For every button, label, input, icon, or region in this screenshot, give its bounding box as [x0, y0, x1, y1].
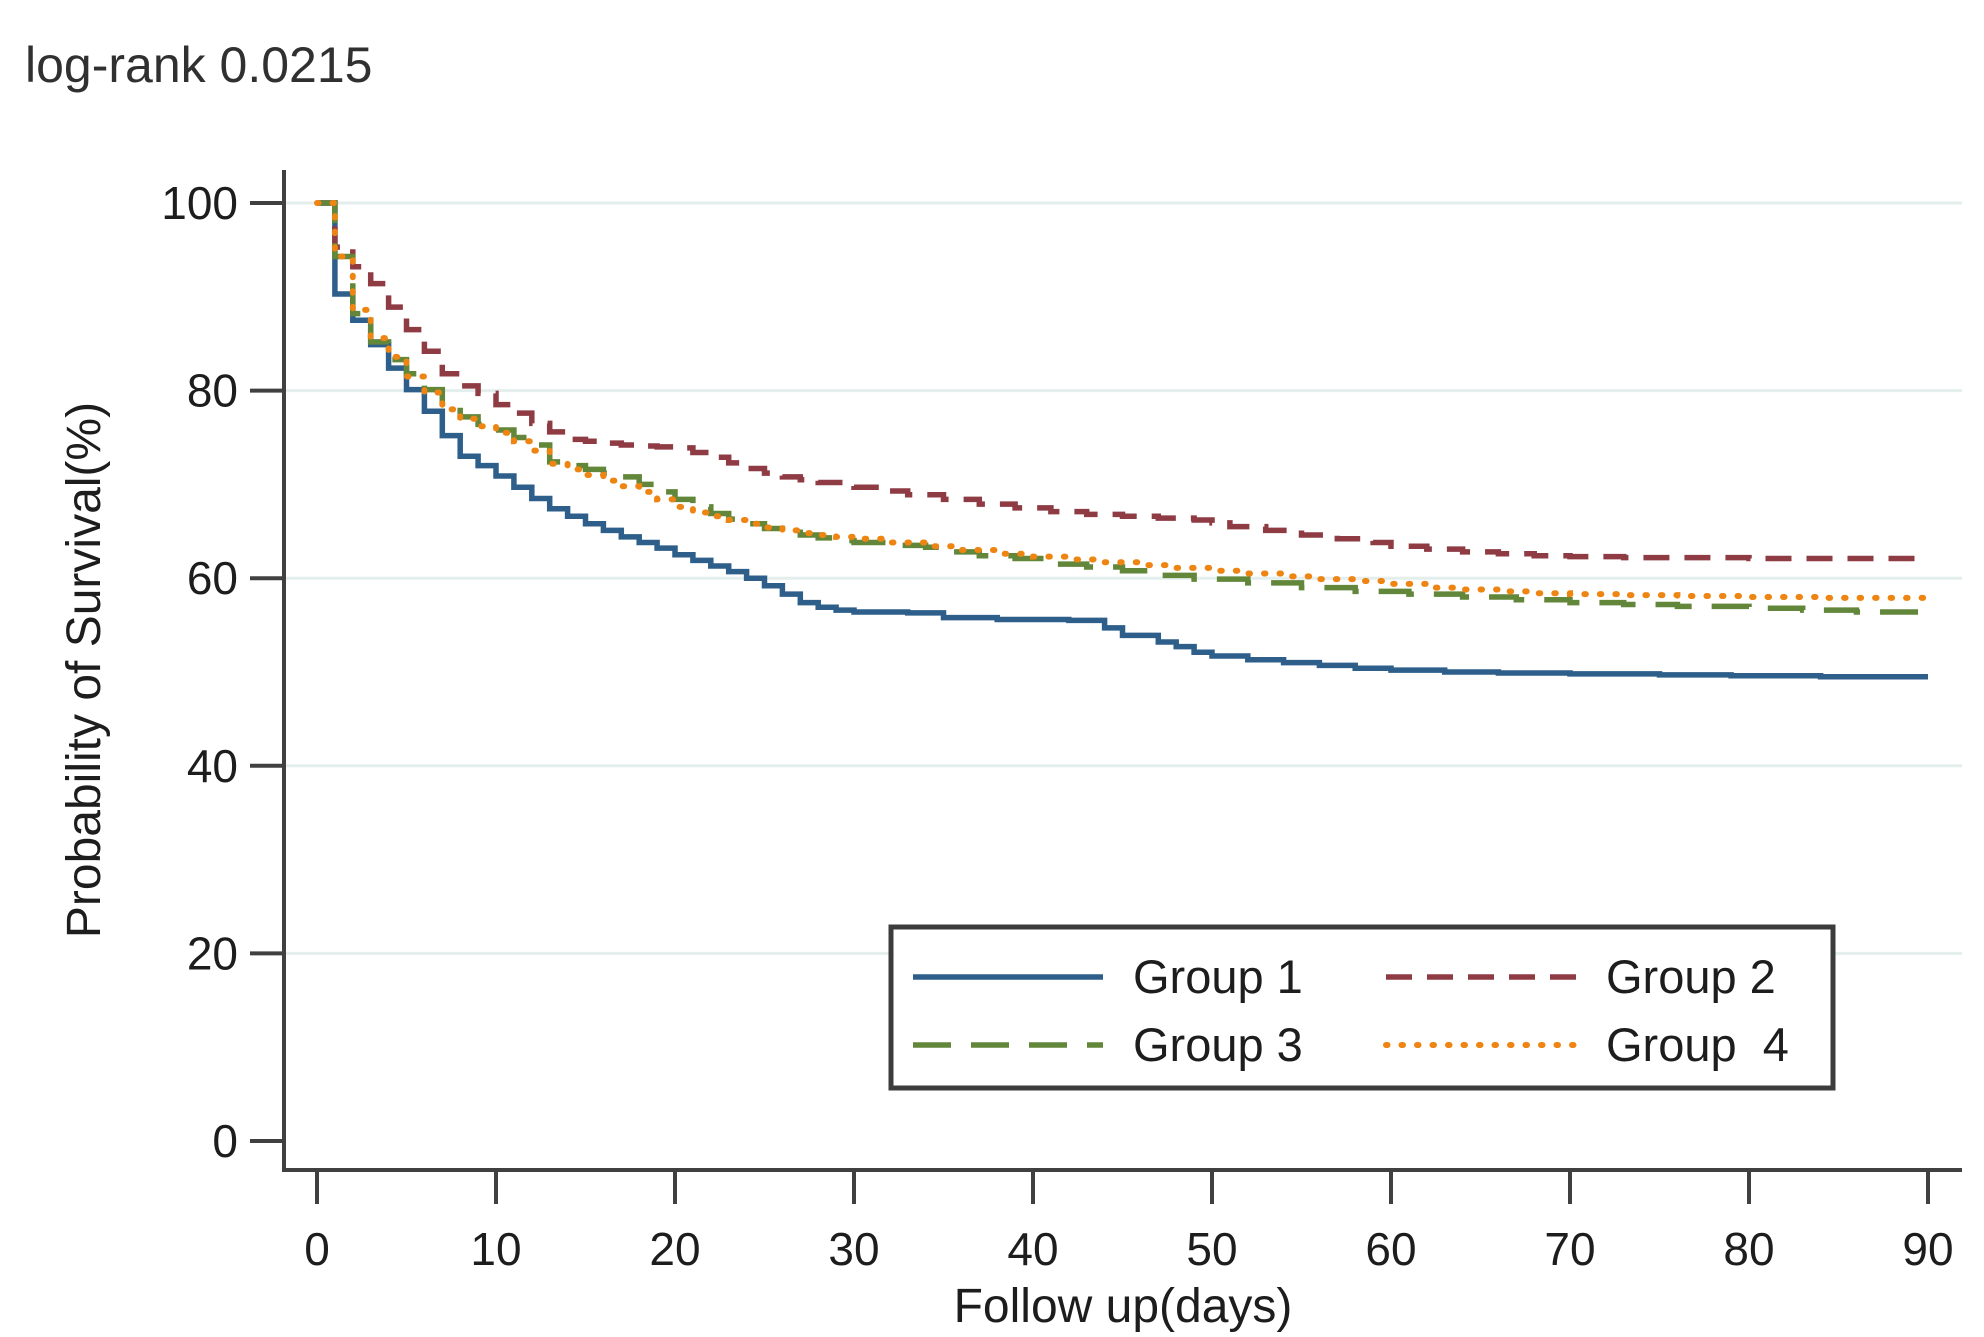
- legend-label-3: Group 3: [1133, 1018, 1303, 1071]
- curve-group-4: [314, 200, 1931, 602]
- x-tick-label-10: 10: [470, 1223, 521, 1275]
- legend: Group 1 Group 2 Group 3 Group 4: [888, 924, 1836, 1091]
- x-tick-label-60: 60: [1365, 1223, 1416, 1275]
- legend-label-4: Group 4: [1606, 1018, 1789, 1071]
- y-tick-label-0: 0: [212, 1115, 238, 1167]
- x-tick-label-50: 50: [1186, 1223, 1237, 1275]
- y-tick-group: 0 20 40 60 80 100: [161, 177, 284, 1167]
- y-axis-title: Probability of Survival(%): [58, 402, 111, 938]
- x-tick-label-30: 30: [828, 1223, 879, 1275]
- curve-group-1: [317, 200, 1928, 680]
- legend-box: [888, 924, 1836, 1091]
- x-tick-label-40: 40: [1007, 1223, 1058, 1275]
- legend-items: Group 1 Group 2 Group 3 Group 4: [913, 950, 1789, 1071]
- x-tick-label-80: 80: [1723, 1223, 1774, 1275]
- x-tick-label-0: 0: [304, 1223, 330, 1275]
- y-tick-label-100: 100: [161, 177, 238, 229]
- gridlines: [284, 201, 1962, 955]
- legend-label-2: Group 2: [1606, 950, 1776, 1003]
- curve-group-3: [317, 200, 1928, 615]
- y-tick-label-60: 60: [187, 552, 238, 604]
- x-tick-group: 0 10 20 30 40 50 60 70 80 90: [304, 1170, 1954, 1275]
- x-tick-label-90: 90: [1902, 1223, 1953, 1275]
- legend-label-1: Group 1: [1133, 950, 1303, 1003]
- y-tick-label-40: 40: [187, 740, 238, 792]
- figure-title: log-rank 0.0215: [25, 37, 372, 93]
- y-tick-label-20: 20: [187, 927, 238, 979]
- curve-group-2: [317, 200, 1928, 562]
- x-axis-title: Follow up(days): [954, 1280, 1293, 1332]
- series-curves: [314, 200, 1931, 680]
- x-tick-label-70: 70: [1544, 1223, 1595, 1275]
- y-tick-label-80: 80: [187, 365, 238, 417]
- x-tick-label-20: 20: [649, 1223, 700, 1275]
